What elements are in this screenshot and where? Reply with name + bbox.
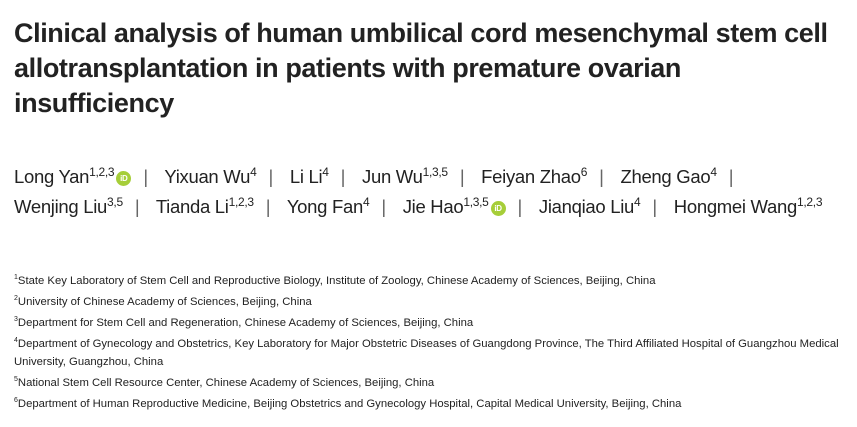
affiliation-number: 6 — [14, 397, 18, 404]
author-name: Wenjing Liu — [14, 196, 108, 217]
affiliation-text: Department for Stem Cell and Regeneratio… — [17, 317, 474, 329]
author-affiliation-marker: 4 — [250, 165, 257, 179]
author-name: Jie Hao — [402, 196, 464, 217]
author-link[interactable]: Long Yan1,2,3 iD | — [14, 166, 160, 187]
author-affiliation-marker: 6 — [580, 165, 588, 179]
affiliation-number: 2 — [14, 295, 18, 302]
author-separator: | — [599, 166, 604, 187]
author-affiliation-marker: 1,2,3 — [797, 195, 823, 209]
author-separator: | — [517, 196, 523, 217]
affiliation-item: 5National Stem Cell Resource Center, Chi… — [14, 374, 854, 392]
author-link[interactable]: Jianqiao Liu4 | — [539, 196, 669, 217]
author-separator: | — [340, 166, 346, 187]
author-link[interactable]: Yong Fan4 | — [287, 196, 398, 217]
author-link[interactable]: Feiyan Zhao6 | — [481, 166, 615, 187]
affiliation-list: 1State Key Laboratory of Stem Cell and R… — [14, 272, 854, 416]
affiliation-text: University of Chinese Academy of Science… — [17, 296, 312, 308]
affiliation-text: State Key Laboratory of Stem Cell and Re… — [17, 275, 656, 287]
author-name: Jianqiao Liu — [538, 196, 635, 217]
author-separator: | — [134, 196, 140, 217]
author-affiliation-marker: 1,3,5 — [463, 195, 489, 209]
affiliation-item: 1State Key Laboratory of Stem Cell and R… — [14, 272, 854, 290]
author-name: Zheng Gao — [620, 166, 711, 187]
affiliation-text: National Stem Cell Resource Center, Chin… — [17, 377, 435, 389]
author-name: Hongmei Wang — [673, 196, 798, 217]
author-separator: | — [459, 166, 465, 187]
author-affiliation-marker: 4 — [362, 195, 370, 209]
author-affiliation-marker: 3,5 — [107, 195, 123, 209]
author-link[interactable]: Hongmei Wang1,2,3 — [673, 195, 823, 217]
author-link[interactable]: Jun Wu1,3,5 | — [362, 166, 476, 187]
author-separator: | — [728, 166, 734, 187]
affiliation-item: 3Department for Stem Cell and Regenerati… — [14, 314, 854, 332]
author-name: Li Li — [289, 166, 323, 187]
orcid-icon[interactable]: iD — [490, 201, 506, 216]
author-link[interactable]: Wenjing Liu3,5 | — [14, 196, 151, 217]
author-link[interactable]: Yixuan Wu4 | — [164, 166, 285, 187]
author-link[interactable]: Jie Hao1,3,5 iD | — [403, 196, 534, 217]
author-affiliation-marker: 1,3,5 — [422, 165, 449, 179]
author-affiliation-marker: 1,2,3 — [228, 195, 255, 209]
affiliation-text: Department of Gynecology and Obstetrics,… — [14, 338, 839, 368]
author-affiliation-marker: 4 — [710, 165, 717, 179]
author-separator: | — [265, 196, 271, 217]
author-name: Long Yan — [14, 166, 90, 187]
author-affiliation-marker: 1,2,3 — [89, 165, 115, 179]
affiliation-number: 5 — [14, 376, 18, 383]
author-separator: | — [652, 196, 657, 217]
affiliation-number: 3 — [14, 316, 18, 323]
author-name: Yixuan Wu — [164, 166, 251, 187]
affiliation-item: 4Department of Gynecology and Obstetrics… — [14, 335, 854, 371]
author-list: Long Yan1,2,3 iD | Yixuan Wu4 | Li Li4 | Jun… — [14, 162, 849, 222]
author-affiliation-marker: 4 — [634, 195, 641, 209]
author-name: Jun Wu — [362, 166, 423, 187]
affiliation-item: 6Department of Human Reproductive Medici… — [14, 395, 854, 413]
author-separator: | — [268, 166, 273, 187]
author-link[interactable]: Li Li4 | — [290, 166, 357, 187]
author-name: Feiyan Zhao — [481, 166, 581, 187]
article-title: Clinical analysis of human umbilical cor… — [14, 18, 828, 118]
author-link[interactable]: Zheng Gao4 | — [620, 166, 745, 187]
affiliation-number: 1 — [14, 274, 18, 281]
author-separator: | — [381, 196, 386, 217]
affiliation-number: 4 — [14, 337, 18, 344]
author-link[interactable]: Tianda Li1,2,3 | — [156, 196, 282, 217]
author-name: Yong Fan — [286, 196, 363, 217]
affiliation-item: 2University of Chinese Academy of Scienc… — [14, 293, 854, 311]
author-affiliation-marker: 4 — [322, 165, 329, 179]
author-separator: | — [143, 166, 148, 187]
author-name: Tianda Li — [155, 196, 229, 217]
affiliation-text: Department of Human Reproductive Medicin… — [17, 398, 682, 410]
orcid-icon[interactable]: iD — [116, 171, 132, 186]
